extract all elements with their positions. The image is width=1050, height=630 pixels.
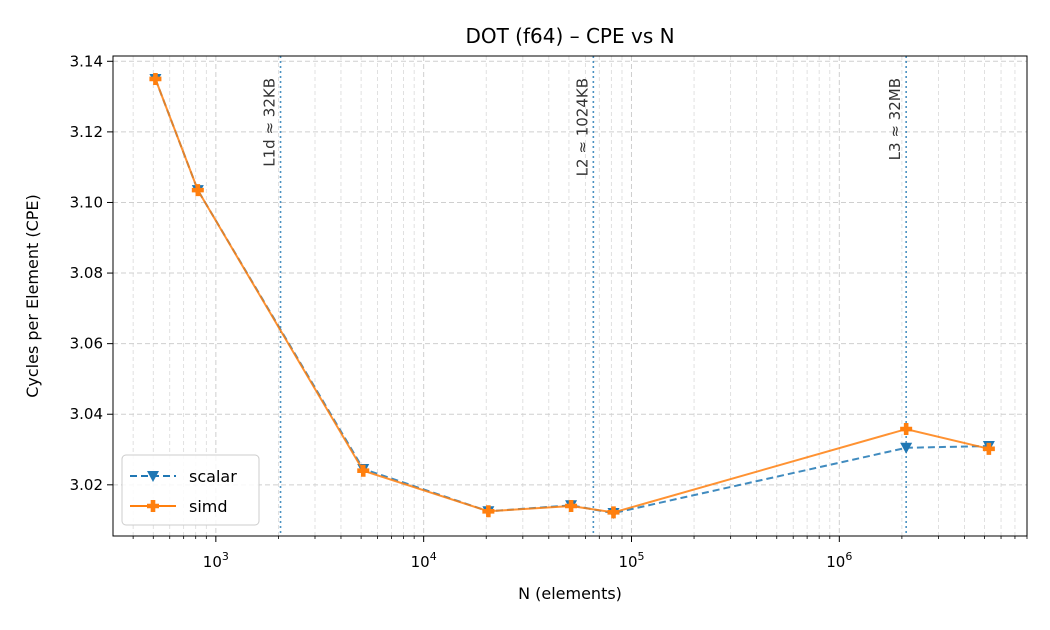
data-point xyxy=(191,184,204,197)
data-point xyxy=(147,471,159,482)
y-tick-label: 3.08 xyxy=(70,264,103,282)
data-point xyxy=(357,464,370,477)
plot-frame xyxy=(112,55,1028,537)
cache-boundary-label: L1d ≈ 32KB xyxy=(261,78,279,167)
cache-boundary-label: L2 ≈ 1024KB xyxy=(573,78,591,176)
data-point xyxy=(147,500,159,512)
data-point xyxy=(900,442,913,454)
legend: scalar simd xyxy=(121,454,260,526)
y-tick-label: 3.06 xyxy=(70,335,103,353)
x-tick-label: 105 xyxy=(618,550,644,571)
series-line-simd xyxy=(154,78,990,514)
data-point xyxy=(607,506,620,519)
data-point xyxy=(149,72,162,85)
cache-boundary-label: L3 ≈ 32MB xyxy=(886,78,904,160)
x-tick-label: 106 xyxy=(826,550,852,571)
y-tick-label: 3.10 xyxy=(70,193,103,211)
grid-lines xyxy=(113,56,1028,536)
data-point xyxy=(982,442,995,455)
data-point xyxy=(482,505,495,518)
x-axis-label: N (elements) xyxy=(518,584,622,603)
chart-title: DOT (f64) – CPE vs N xyxy=(465,24,674,48)
axes: 103 104 105 106 3.02 3.04 3.06 3.08 3.10 3.12 3.14 xyxy=(70,52,1028,571)
legend-label-scalar: scalar xyxy=(189,467,237,486)
data-point xyxy=(565,500,578,512)
y-axis-label: Cycles per Element (CPE) xyxy=(23,194,42,398)
x-tick-label: 104 xyxy=(411,550,437,571)
legend-label-simd: simd xyxy=(189,497,228,516)
y-tick-label: 3.04 xyxy=(70,405,103,423)
y-tick-label: 3.02 xyxy=(70,476,103,494)
data-point xyxy=(900,423,913,436)
x-tick-label: 103 xyxy=(203,550,229,571)
series-simd xyxy=(149,72,995,519)
y-tick-label: 3.14 xyxy=(70,52,103,70)
cache-boundary-lines: L1d ≈ 32KB L2 ≈ 1024KB L3 ≈ 32MB xyxy=(261,56,907,536)
y-tick-label: 3.12 xyxy=(70,123,103,141)
series-layer xyxy=(149,72,995,520)
